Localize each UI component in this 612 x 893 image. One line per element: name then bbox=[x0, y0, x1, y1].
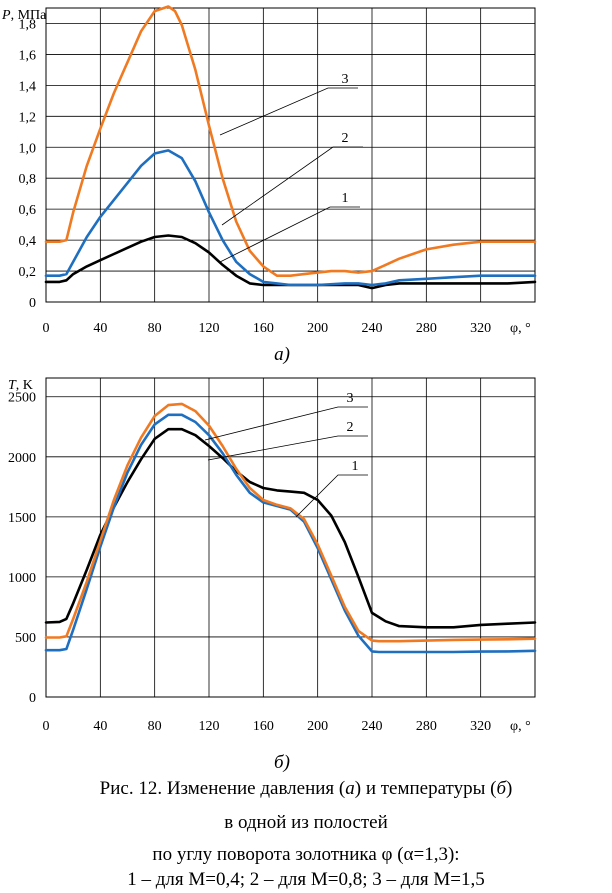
chart1-series-label-2: 2 bbox=[342, 131, 349, 146]
chart2-y-tick-label: 1000 bbox=[8, 571, 36, 586]
chart1-series-line-2 bbox=[44, 149, 537, 287]
chart1-subfigure-label: а) bbox=[274, 344, 290, 365]
chart2-subfigure-label: б) bbox=[274, 752, 290, 773]
chart2-series-label-3: 3 bbox=[347, 391, 354, 406]
chart1-leader-line-3 bbox=[219, 87, 358, 136]
chart1-y-tick-label: 0,6 bbox=[19, 203, 37, 218]
chart1-x-tick-label: 280 bbox=[416, 321, 437, 336]
chart2-x-tick-label: 320 bbox=[470, 719, 491, 734]
chart2-plot-frame bbox=[45, 377, 536, 698]
chart2-x-tick-label: 120 bbox=[199, 719, 220, 734]
chart2-leader-line-1 bbox=[295, 474, 368, 518]
chart2-y-tick-label: 2500 bbox=[8, 391, 36, 406]
chart1-series-line-1 bbox=[44, 234, 537, 290]
figure-caption-legend: 1 – для M=0,4; 2 – для M=0,8; 3 – для M=… bbox=[127, 869, 485, 890]
chart1-y-tick-label: 1,4 bbox=[19, 79, 37, 94]
chart2-series-line-2 bbox=[44, 413, 537, 654]
chart2-y-tick-label: 2000 bbox=[8, 451, 36, 466]
chart2-x-tick-label: 40 bbox=[93, 719, 107, 734]
chart2-series-label-2: 2 bbox=[347, 420, 354, 435]
chart2-leader-line-2 bbox=[207, 435, 368, 461]
chart1-y-axis-label: P, МПа bbox=[1, 8, 47, 23]
chart1-series-label-1: 1 bbox=[342, 191, 349, 206]
chart1-leader-line-1 bbox=[219, 206, 360, 263]
chart1-x-tick-label: 0 bbox=[43, 321, 50, 336]
chart1-y-tick-label: 0,4 bbox=[19, 234, 37, 249]
chart2-x-tick-label: 0 bbox=[43, 719, 50, 734]
chart1-x-tick-label: 320 bbox=[470, 321, 491, 336]
chart1-y-tick-label: 1,2 bbox=[19, 110, 37, 125]
chart1-y-tick-label: 0,2 bbox=[19, 265, 37, 280]
chart1-x-axis-label: φ, ° bbox=[510, 321, 531, 336]
chart1-series-label-3: 3 bbox=[342, 72, 349, 87]
figure-caption-line3: по углу поворота золотника φ (α=1,3): bbox=[152, 844, 460, 865]
chart2-y-tick-label: 0 bbox=[29, 691, 36, 706]
chart2-x-axis-label: φ, ° bbox=[510, 719, 531, 734]
chart2-x-tick-label: 280 bbox=[416, 719, 437, 734]
chart1-y-tick-label: 1,8 bbox=[19, 17, 37, 32]
chart2-series-line-1 bbox=[44, 427, 537, 629]
chart1-x-tick-label: 40 bbox=[93, 321, 107, 336]
chart2-y-axis-label: T, K bbox=[8, 378, 33, 393]
chart1-y-tick-label: 0 bbox=[29, 296, 36, 311]
chart1-x-tick-label: 80 bbox=[148, 321, 162, 336]
chart2-x-tick-label: 80 bbox=[148, 719, 162, 734]
chart2-x-tick-label: 200 bbox=[307, 719, 328, 734]
figure-caption-line2: в одной из полостей bbox=[224, 812, 388, 833]
chart2-series-line-3 bbox=[44, 402, 537, 643]
chart1-x-tick-label: 160 bbox=[253, 321, 274, 336]
figure-caption-title: Рис. 12. Изменение давления (а) и темпер… bbox=[99, 778, 513, 799]
chart2-x-tick-label: 160 bbox=[253, 719, 274, 734]
chart2-series-label-1: 1 bbox=[352, 459, 359, 474]
chart2-y-tick-label: 1500 bbox=[8, 511, 36, 526]
chart1-x-tick-label: 240 bbox=[362, 321, 383, 336]
chart1-y-tick-label: 1,6 bbox=[19, 48, 37, 63]
chart2-y-tick-label: 500 bbox=[15, 631, 36, 646]
chart1-series-line-3 bbox=[44, 5, 537, 278]
chart1-leader-line-2 bbox=[221, 146, 363, 226]
chart1-x-tick-label: 200 bbox=[307, 321, 328, 336]
chart1-y-tick-label: 0,8 bbox=[19, 172, 37, 187]
chart1-x-tick-label: 120 bbox=[199, 321, 220, 336]
chart2-x-tick-label: 240 bbox=[362, 719, 383, 734]
chart1-plot-frame bbox=[45, 7, 536, 303]
chart1-y-tick-label: 1,0 bbox=[19, 141, 37, 156]
chart2-leader-line-3 bbox=[204, 406, 368, 441]
